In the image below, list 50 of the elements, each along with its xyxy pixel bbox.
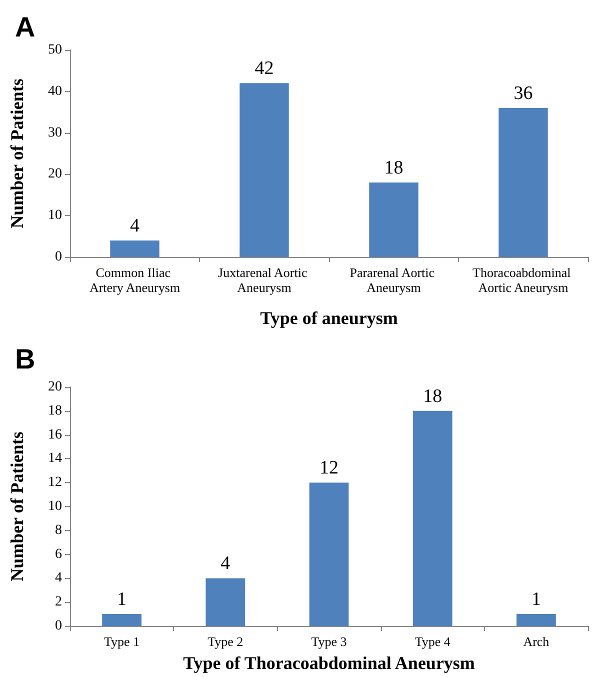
bar xyxy=(110,240,160,257)
bar xyxy=(309,482,349,626)
x-tick-label: Type 4 xyxy=(414,634,451,649)
bar xyxy=(498,108,548,257)
y-tick-label: 0 xyxy=(55,618,62,634)
data-label: 12 xyxy=(320,458,338,479)
bar xyxy=(412,410,452,626)
x-tick-label: Arch xyxy=(523,634,550,649)
y-axis-title: Number of Patients xyxy=(7,78,27,228)
x-tick-label: Juxtarenal Aortic Aneurysm xyxy=(218,265,310,295)
bar xyxy=(240,83,289,257)
y-tick-label: 8 xyxy=(55,522,62,538)
y-tick-label: 50 xyxy=(48,42,62,58)
chart-title: B xyxy=(15,344,36,374)
data-label: 36 xyxy=(514,82,533,104)
y-axis-title: Number of Patients xyxy=(7,432,27,582)
x-tick-label: Common Iliac Artery Aneurysm xyxy=(89,265,180,295)
y-tick-label: 18 xyxy=(48,403,62,418)
y-tick-label: 20 xyxy=(48,166,62,182)
data-label: 1 xyxy=(117,589,127,610)
y-tick-label: 10 xyxy=(48,499,62,514)
chart-title: A xyxy=(15,12,36,42)
data-label: 42 xyxy=(254,58,274,80)
x-tick-label: Type 3 xyxy=(311,634,347,649)
data-label: 1 xyxy=(531,589,541,610)
bar xyxy=(369,182,418,257)
y-tick-label: 16 xyxy=(48,427,62,442)
y-tick-label: 2 xyxy=(55,594,62,610)
y-tick-label: 0 xyxy=(55,250,62,264)
data-label: 4 xyxy=(130,215,140,236)
data-label: 18 xyxy=(423,386,442,407)
x-tick-label: Type 1 xyxy=(104,634,140,649)
y-tick-label: 4 xyxy=(55,570,62,586)
x-axis-title: Type of aneurysm xyxy=(260,308,398,328)
y-tick-label: 10 xyxy=(48,208,62,224)
y-tick-label: 30 xyxy=(48,125,62,140)
bar xyxy=(206,578,246,626)
x-axis-title: Type of Thoracoabdominal Aneurysm xyxy=(183,652,475,673)
data-label: 4 xyxy=(220,553,231,574)
y-tick-label: 40 xyxy=(48,84,62,99)
y-tick-label: 14 xyxy=(48,451,62,466)
y-tick-label: 20 xyxy=(48,380,62,394)
x-tick-label: Type 2 xyxy=(208,634,244,649)
bar xyxy=(516,614,556,626)
data-label: 18 xyxy=(384,157,404,178)
x-tick-label: Pararenal Aortic Aneurysm xyxy=(350,265,438,295)
y-tick-label: 12 xyxy=(48,475,62,490)
x-tick-label: Thoracoabdominal Aortic Aneurysm xyxy=(472,265,574,295)
y-tick-label: 6 xyxy=(55,546,62,562)
bar xyxy=(102,614,142,626)
